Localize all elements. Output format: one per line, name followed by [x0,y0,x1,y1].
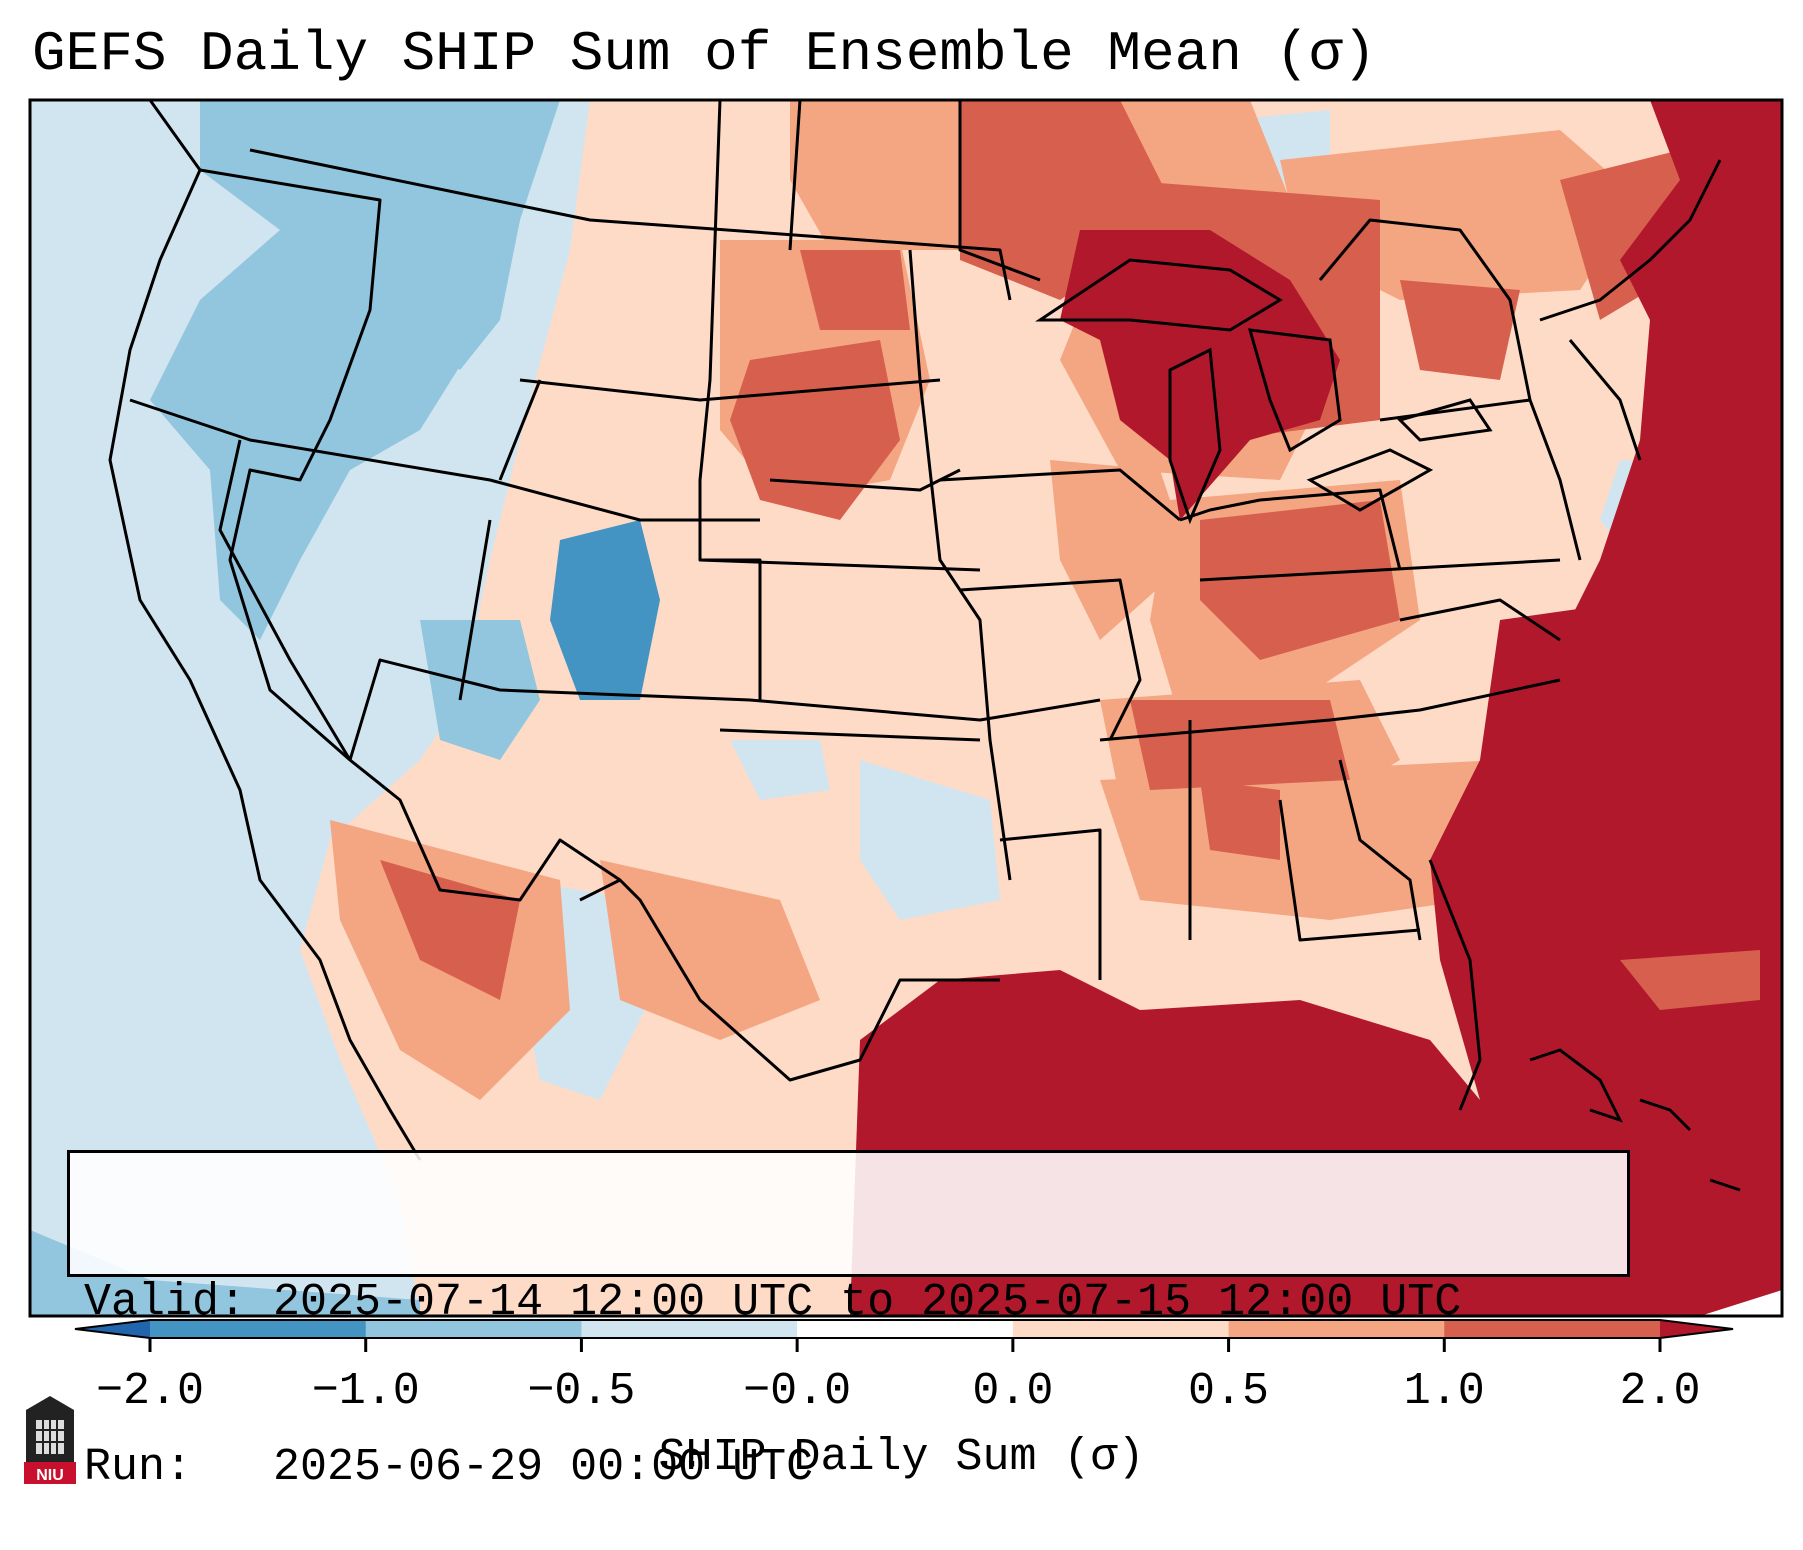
colorbar-segment [150,1320,367,1338]
colorbar-tick-label: −0.0 [743,1366,852,1417]
colorbar-tick-label: −1.0 [311,1366,420,1417]
colorbar-segment [581,1320,798,1338]
colorbar-tick-label: 1.0 [1403,1366,1485,1417]
colorbar-segment [365,1320,582,1338]
colorbar-under-extension [75,1320,150,1338]
colorbar-tick-label: 0.5 [1188,1366,1270,1417]
niu-logo: NIU [24,1396,76,1484]
map-panel [28,98,1784,1318]
colorbar-label: SHIP Daily Sum (σ) [658,1432,1145,1483]
colorbar-segment [797,1320,1014,1338]
colorbar-segment [1228,1320,1445,1338]
run-time-line: Run: 2025-06-29 00:00 UTC [84,1442,814,1493]
map-title: GEFS Daily SHIP Sum of Ensemble Mean (σ) [32,22,1377,86]
colorbar-segment [1444,1320,1661,1338]
colorbar-tick-label: −2.0 [95,1366,205,1417]
svg-text:NIU: NIU [36,1467,64,1484]
colorbar-over-extension [1660,1320,1733,1338]
colorbar-tick-label: 0.0 [972,1366,1054,1417]
colorbar-tick-label: 2.0 [1619,1366,1701,1417]
colorbar-segment [1012,1320,1230,1338]
colorbar [74,1319,1734,1352]
colorbar-tick-label: −0.5 [527,1366,636,1417]
